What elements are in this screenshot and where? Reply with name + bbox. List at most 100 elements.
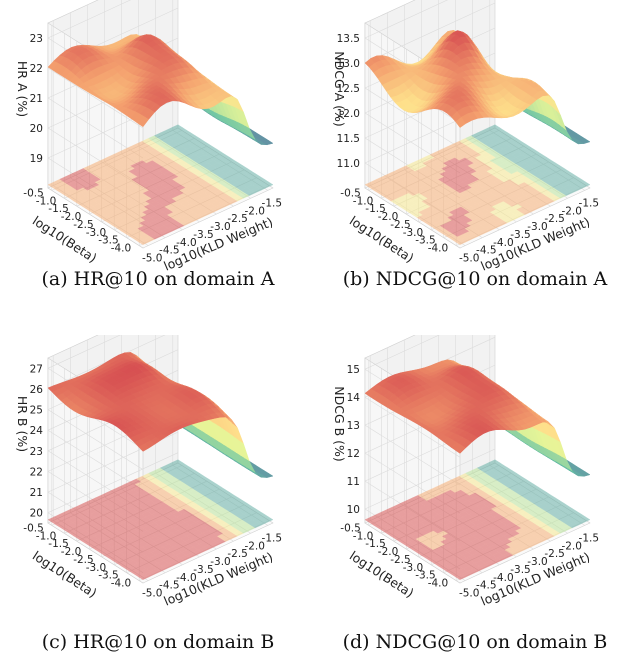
- y-tick-label: -1.5: [48, 203, 69, 215]
- grid-line: [47, 452, 179, 513]
- surface-cell: [262, 473, 274, 478]
- z-tick-label: 25: [30, 405, 43, 417]
- grid-line: [47, 429, 144, 491]
- x-tick-label: -1.5: [262, 197, 283, 209]
- z-tick-label: 12.5: [337, 83, 360, 95]
- x-tick-label: -5.0: [459, 253, 480, 265]
- y-tick-label: -2.0: [61, 546, 82, 558]
- z-tick-label: 26: [30, 384, 44, 396]
- y-tick-label: -2.5: [73, 219, 94, 231]
- z-tick-label: 13: [347, 420, 360, 432]
- x-tick-label: -5.0: [459, 588, 480, 600]
- y-tick-label: -3.5: [98, 235, 119, 247]
- chart-caption-d: (d) NDCG@10 on domain B: [342, 631, 608, 653]
- z-tick-label: 10: [347, 504, 360, 516]
- x-tick-label: -3.0: [210, 221, 231, 233]
- x-tick-label: -4.0: [176, 237, 197, 249]
- z-tick-label: 14: [347, 392, 361, 404]
- surface-plot-b: -5.0-4.5-4.0-3.5-3.0-2.5-2.0-1.5-4.0-3.5…: [332, 0, 600, 274]
- x-tick-label: -2.5: [227, 213, 248, 225]
- z-tick-label: 15: [347, 364, 360, 376]
- z-tick-label: 22: [30, 466, 43, 478]
- y-tick-label: -3.0: [86, 562, 107, 574]
- floor-contour: [47, 459, 274, 580]
- chart-panel-a: -5.0 -4.5 -4.0 -3.5 -3.0 -2.5 -2.0 -1.5 -4.0 -3.5…: [0, 0, 316, 335]
- surface-plot-a: -5.0-4.5-4.0-3.5-3.0-2.5-2.0-1.5-4.0-3.5…: [15, 0, 283, 274]
- grid-line: [47, 409, 144, 470]
- x-tick-label: -2.0: [244, 540, 265, 552]
- z-tick-label: 22: [30, 63, 43, 75]
- surface-plot-d: -5.0-4.5-4.0-3.5-3.0-2.5-2.0-1.5-4.0-3.5…: [332, 335, 599, 609]
- surface-mesh: [47, 352, 274, 478]
- x-tick-label: -2.5: [227, 548, 248, 560]
- z-tick-label: 23: [30, 446, 43, 458]
- x-tick-label: -3.5: [510, 564, 531, 576]
- surface-mesh: [364, 29, 591, 145]
- x-tick-label: -2.0: [244, 205, 265, 217]
- surface-mesh: [364, 359, 591, 477]
- z-tick-label: 13.5: [337, 33, 360, 45]
- chart-caption-c: (c) HR@10 on domain B: [41, 631, 275, 653]
- grid-line: [47, 67, 144, 129]
- y-tick-label: -1.0: [353, 195, 374, 207]
- surface-cell: [262, 140, 274, 146]
- chart-panel-c: -5.0 -4.5 -4.0 -3.5 -3.0 -2.5 -2.0 -1.5 -4.0 -3.5…: [0, 335, 316, 670]
- chart-caption-a: (a) HR@10 on domain A: [41, 268, 275, 290]
- grid-line: [47, 0, 132, 39]
- z-tick-label: 12: [347, 448, 360, 460]
- x-tick-label: -4.0: [493, 237, 514, 249]
- z-tick-label: 21: [30, 487, 43, 499]
- z-tick-label: 20: [30, 508, 43, 520]
- y-tick-label: -2.5: [390, 554, 411, 566]
- y-tick-label: -4.0: [428, 578, 449, 590]
- z-tick-label: 13.0: [337, 58, 360, 70]
- y-tick-label: -1.0: [353, 530, 374, 542]
- surface-plot-c: -5.0-4.5-4.0-3.5-3.0-2.5-2.0-1.5-4.0-3.5…: [15, 335, 282, 609]
- x-tick-label: -3.5: [510, 229, 531, 241]
- x-tick-label: -1.5: [579, 197, 600, 209]
- x-tick-label: -3.0: [527, 221, 548, 233]
- y-tick-label: -0.5: [340, 522, 361, 534]
- x-tick-label: -2.5: [544, 548, 565, 560]
- z-axis-label: HR B (%): [15, 396, 30, 452]
- y-tick-label: -4.0: [111, 578, 132, 590]
- y-tick-label: -3.5: [415, 235, 436, 247]
- y-tick-label: -3.5: [98, 570, 119, 582]
- z-tick-label: 11.0: [337, 158, 360, 170]
- surface-cell: [579, 471, 591, 477]
- y-tick-label: -2.0: [378, 211, 399, 223]
- z-tick-label: 11.5: [337, 133, 360, 145]
- x-tick-label: -4.5: [476, 580, 497, 592]
- x-tick-label: -4.5: [476, 245, 497, 257]
- y-tick-label: -2.0: [61, 211, 82, 223]
- x-tick-label: -3.5: [193, 564, 214, 576]
- floor-contour: [364, 124, 591, 245]
- chart-caption-b: (b) NDCG@10 on domain A: [342, 268, 608, 290]
- z-tick-label: 19: [30, 153, 43, 165]
- y-tick-label: -1.0: [36, 530, 57, 542]
- grid-line: [47, 335, 121, 369]
- z-tick-label: 27: [30, 363, 43, 375]
- surface-mesh: [47, 34, 274, 146]
- grid-line: [364, 448, 496, 510]
- z-tick-label: 12.0: [337, 108, 360, 120]
- grid-line: [364, 0, 449, 39]
- contour-cell: [488, 459, 500, 466]
- floor-contour: [364, 459, 591, 580]
- x-tick-label: -4.5: [159, 245, 180, 257]
- grid-line: [364, 335, 440, 370]
- y-tick-label: -3.5: [415, 570, 436, 582]
- x-tick-label: -2.0: [561, 205, 582, 217]
- y-tick-label: -4.0: [111, 243, 132, 255]
- x-tick-label: -5.0: [142, 253, 163, 265]
- floor-contour: [47, 124, 274, 245]
- x-tick-label: -3.0: [210, 556, 231, 568]
- y-tick-label: -2.5: [390, 219, 411, 231]
- z-tick-label: 20: [30, 123, 43, 135]
- x-tick-label: -2.0: [561, 540, 582, 552]
- contour-cell: [488, 124, 500, 131]
- grid-line: [364, 424, 461, 486]
- y-tick-label: -3.0: [86, 227, 107, 239]
- x-tick-label: -4.5: [159, 580, 180, 592]
- contour-cell: [171, 124, 183, 131]
